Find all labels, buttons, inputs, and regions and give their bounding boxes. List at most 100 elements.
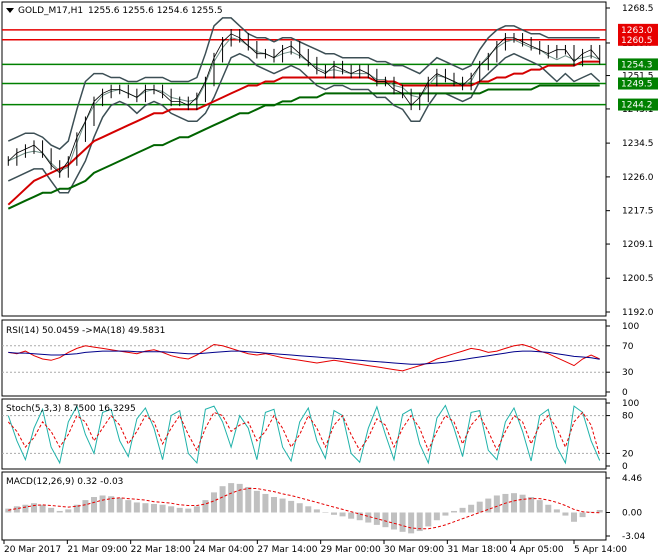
macd-histogram-bar <box>271 497 277 513</box>
macd-histogram-bar <box>579 512 586 518</box>
macd-histogram-bar <box>5 508 12 513</box>
rsi-y-tick-label: 70 <box>622 342 634 352</box>
x-tick-label: 5 Apr 14:00 <box>574 545 627 555</box>
rsi-y-tick-label: 30 <box>622 368 634 378</box>
macd-histogram-bar <box>82 500 89 513</box>
macd-histogram-bar <box>348 512 355 519</box>
stoch-panel-frame <box>1 398 607 470</box>
macd-histogram-bar <box>228 483 235 513</box>
macd-histogram-bar <box>305 506 312 513</box>
macd-y-tick-label: 4.46 <box>622 474 642 484</box>
macd-histogram-bar <box>73 504 80 513</box>
macd-histogram-bar <box>356 512 363 521</box>
macd-histogram-bar <box>142 503 149 513</box>
macd-histogram-bar <box>511 493 517 513</box>
macd-histogram-bar <box>468 504 475 513</box>
x-tick-label: 29 Mar 00:00 <box>321 545 381 555</box>
level-price-tag <box>618 98 658 111</box>
macd-histogram-bar <box>382 512 389 528</box>
macd-histogram-bar <box>262 493 269 513</box>
x-tick-label: 24 Mar 04:00 <box>194 545 254 555</box>
macd-histogram-bar <box>168 506 175 513</box>
level-price-tag <box>618 58 658 71</box>
macd-histogram-bar <box>91 497 97 513</box>
x-tick-label: 20 Mar 2017 <box>4 545 61 555</box>
stoch-plot-area <box>2 404 606 465</box>
macd-histogram-bar <box>39 504 46 513</box>
level-price-tag <box>618 33 658 46</box>
macd-histogram-bar <box>65 509 72 513</box>
macd-histogram-bar <box>365 512 372 523</box>
ohlc-values: 1255.6 1255.6 1254.6 1255.5 <box>88 6 223 16</box>
level-price-tag <box>618 23 658 36</box>
level-price-label: 1260.5 <box>621 36 653 46</box>
macd-histogram-bar <box>313 509 320 513</box>
macd-histogram-bar <box>133 502 140 513</box>
rsi-y-tick-label: 0 <box>622 388 628 398</box>
macd-histogram-bar <box>296 503 303 513</box>
level-price-label: 1249.5 <box>621 80 653 90</box>
symbol-label: GOLD_M17,H1 <box>18 6 83 16</box>
macd-histogram-bar <box>202 500 209 513</box>
macd-histogram-bar <box>211 492 217 513</box>
macd-histogram-bar <box>596 510 603 513</box>
macd-histogram-bar <box>125 500 132 513</box>
rsi-line <box>8 343 600 372</box>
macd-histogram-bar <box>322 512 329 513</box>
bollinger-upper-line <box>7 17 600 150</box>
bollinger-lower-line <box>7 52 601 194</box>
macd-plot-area <box>5 483 603 534</box>
macd-histogram-bar <box>185 508 192 513</box>
stoch-y-tick-label: 0 <box>622 462 628 472</box>
close-price-line <box>8 33 601 174</box>
macd-histogram-bar <box>571 512 577 522</box>
macd-histogram-bar <box>279 498 286 513</box>
macd-histogram-bar <box>536 500 543 513</box>
price-y-tick-label: 1200.5 <box>622 274 654 284</box>
macd-histogram-bar <box>562 512 569 516</box>
macd-histogram-bar <box>22 504 29 513</box>
stoch-y-tick-label: 100 <box>622 399 639 409</box>
rsi-y-tick-label: 100 <box>622 322 639 332</box>
macd-histogram-bar <box>416 512 423 532</box>
macd-histogram-bar <box>476 501 483 513</box>
x-tick-label: 31 Mar 18:00 <box>447 545 507 555</box>
macd-histogram-bar <box>193 506 200 513</box>
price-y-tick-label: 1209.1 <box>622 240 654 250</box>
macd-histogram-bar <box>48 507 55 513</box>
macd-histogram-bar <box>219 486 226 513</box>
fast-ma-line <box>7 60 600 206</box>
macd-histogram-bar <box>159 504 166 513</box>
price-y-tick-label: 1234.5 <box>622 139 654 149</box>
x-tick-label: 27 Mar 14:00 <box>257 545 317 555</box>
macd-histogram-bar <box>433 512 440 521</box>
stoch-y-tick-label: 80 <box>622 412 634 422</box>
macd-histogram-bar <box>519 494 526 513</box>
macd-histogram-bar <box>56 510 63 513</box>
rsi-plot-area <box>2 343 606 373</box>
x-axis-labels: 20 Mar 2017 21 Mar 09:00 22 Mar 18:00 24 Ma… <box>3 540 627 555</box>
macd-histogram-bar <box>588 511 595 513</box>
price-panel-frame <box>1 1 607 317</box>
price-y-tick-label: 1268.5 <box>622 4 654 14</box>
price-y-tick-label: 1251.5 <box>622 72 654 82</box>
price-y-tick-label: 1217.5 <box>622 207 654 217</box>
macd-histogram-bar <box>442 512 449 516</box>
rsi-title: RSI(14) 50.0459 ->MA(18) 49.5831 <box>6 326 165 336</box>
macd-histogram-bar <box>176 507 183 513</box>
macd-histogram-bar <box>408 512 415 534</box>
level-price-label: 1263.0 <box>621 26 653 36</box>
dropdown-triangle-icon[interactable] <box>6 8 14 13</box>
level-price-tag <box>618 77 658 90</box>
x-tick-label: 4 Apr 05:00 <box>511 545 564 555</box>
stoch-title: Stoch(5,3,3) 8.7500 16.3295 <box>6 404 136 414</box>
macd-histogram-bar <box>339 512 346 517</box>
y-axis-labels: 1268.51259.71251.51243.11234.51226.01217… <box>606 4 658 542</box>
price-y-tick-label: 1192.0 <box>622 308 654 318</box>
macd-histogram-bar <box>99 495 106 513</box>
macd-histogram-bar <box>553 509 560 513</box>
macd-histogram-bar <box>545 504 552 513</box>
rsi-panel-frame <box>1 319 607 397</box>
macd-histogram-bar <box>485 498 492 513</box>
